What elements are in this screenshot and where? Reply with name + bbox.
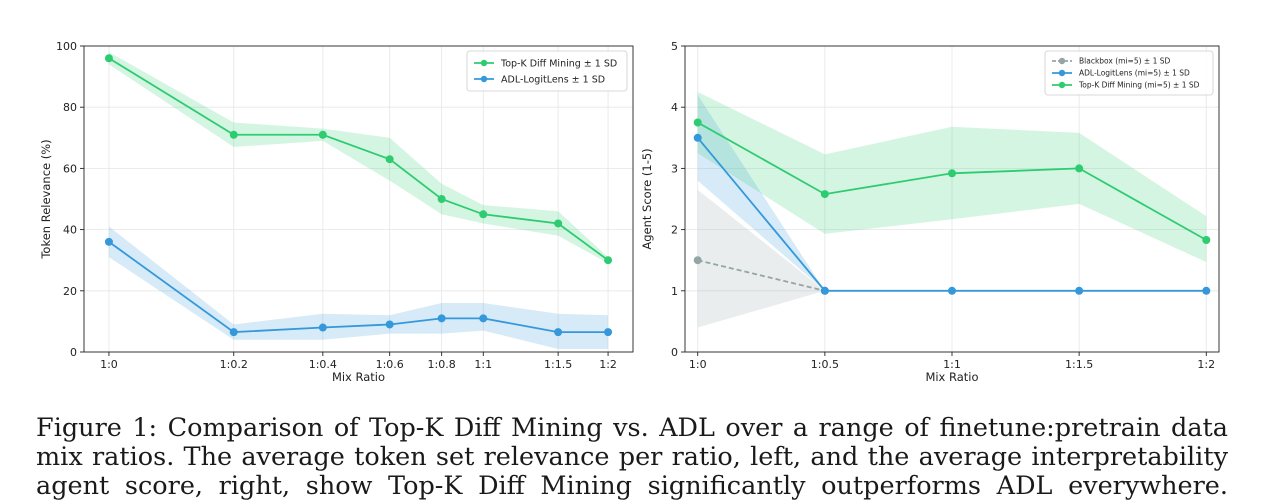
adl-logitlens-1-sd-legend-label: ADL-LogitLens ± 1 SD [501, 74, 605, 85]
adl-logitlens-1-sd-sd-band [108, 226, 609, 349]
x-tick-label: 1:0 [100, 358, 118, 371]
top-k-diff-mining-1-sd-point [229, 130, 238, 139]
x-tick-label: 1:0 [689, 358, 707, 371]
x-tick-label: 1:0.8 [428, 358, 456, 371]
x-tick-label: 1:1 [474, 358, 492, 371]
top-k-diff-mining-1-sd-point [604, 256, 613, 265]
adl-logitlens-1-sd-legend-marker [480, 75, 488, 83]
top-k-diff-mining-1-sd-point [437, 195, 446, 203]
y-tick-label: 5 [671, 40, 678, 53]
blackbox-mi-5-1-sd-legend-marker [1058, 57, 1066, 65]
y-tick-label: 0 [70, 346, 77, 359]
adl-logitlens-1-sd-point [479, 314, 488, 323]
x-tick-label: 1:2 [1197, 358, 1215, 371]
adl-logitlens-mi-5-1-sd-legend-marker [1058, 69, 1066, 77]
adl-logitlens-mi-5-1-sd-point [693, 133, 702, 142]
top-k-diff-mining-mi-5-1-sd-point [1202, 236, 1211, 245]
legend: Blackbox (mi=5) ± 1 SD ADL-LogitLens (mi=… [1044, 50, 1214, 96]
y-axis-label: Token Relevance (%) [39, 139, 53, 259]
y-tick-label: 3 [671, 162, 678, 175]
adl-logitlens-1-sd-point [437, 314, 446, 323]
agent-score-chart: 1:0 1:0.5 1:1 1:1.5 1:2 0 1 2 3 4 5 Mix Ratio Agent … [640, 40, 1220, 384]
y-tick-label: 20 [63, 285, 77, 298]
y-tick-label: 40 [63, 224, 77, 237]
top-k-diff-mining-mi-5-1-sd-point [948, 169, 956, 178]
top-k-diff-mining-1-sd-point [104, 54, 113, 63]
y-axis-label: Agent Score (1-5) [640, 148, 654, 249]
adl-logitlens-mi-5-1-sd-point [820, 286, 829, 295]
x-tick-label: 1:1 [943, 358, 961, 371]
adl-logitlens-mi-5-1-sd-point [1202, 286, 1211, 295]
x-tick-label: 1:0.6 [376, 358, 404, 371]
top-k-diff-mining-mi-5-1-sd-legend-label: Top-K Diff Mining (mi=5) ± 1 SD [1078, 81, 1200, 90]
y-tick-label: 80 [63, 101, 77, 114]
blackbox-mi-5-1-sd-sd-band [697, 189, 825, 328]
adl-logitlens-1-sd-line [108, 241, 609, 334]
blackbox-mi-5-1-sd-legend-label: Blackbox (mi=5) ± 1 SD [1079, 57, 1170, 66]
adl-logitlens-mi-5-1-sd-point [948, 286, 956, 295]
adl-logitlens-1-sd-point [554, 328, 563, 337]
y-tick-label: 0 [671, 346, 678, 359]
y-tick-label: 4 [671, 101, 678, 114]
top-k-diff-mining-1-sd-point [479, 210, 488, 219]
x-axis-label: Mix Ratio [332, 370, 385, 384]
legend: Top-K Diff Mining ± 1 SD ADL-LogitLens ± … [466, 50, 628, 92]
top-k-diff-mining-mi-5-1-sd-point [693, 118, 702, 127]
blackbox-mi-5-1-sd-point [693, 256, 702, 265]
adl-logitlens-1-sd-point [318, 323, 327, 332]
token-relevance-chart: 1:0 1:0.2 1:0.4 1:0.6 1:0.8 1:1 1:1.5 1:2 0 20 40 6… [39, 40, 634, 384]
x-axis-label: Mix Ratio [925, 370, 978, 384]
figure-plots: 1:0 1:0.2 1:0.4 1:0.6 1:0.8 1:1 1:1.5 1:2020406… [39, 40, 1220, 384]
top-k-diff-mining-1-sd-legend-marker [480, 59, 488, 67]
y-tick-label: 100 [56, 40, 77, 53]
x-tick-label: 1:0.2 [220, 358, 248, 371]
top-k-diff-mining-1-sd-point [554, 219, 563, 228]
y-tick-label: 60 [63, 162, 77, 175]
top-k-diff-mining-1-sd-point [318, 130, 327, 139]
x-tick-label: 1:1.5 [544, 358, 572, 371]
blackbox-mi-5-1-sd-line [697, 259, 826, 292]
series-layer [693, 91, 1211, 328]
y-tick-label: 2 [671, 224, 678, 237]
top-k-diff-mining-1-sd-point [385, 155, 394, 164]
adl-logitlens-mi-5-1-sd-point [1075, 286, 1084, 295]
figure-caption: Figure 1: Comparison of Top-K Diff Minin… [36, 413, 1228, 501]
legend-box [466, 50, 628, 92]
x-tick-label: 1:2 [599, 358, 617, 371]
top-k-diff-mining-mi-5-1-sd-point [1075, 164, 1084, 173]
top-k-diff-mining-1-sd-line [108, 57, 609, 261]
plot-frame [83, 45, 634, 353]
x-tick-label: 1:0.5 [811, 358, 839, 371]
x-tick-label: 1:1.5 [1065, 358, 1093, 371]
adl-logitlens-1-sd-point [229, 328, 238, 337]
top-k-diff-mining-mi-5-1-sd-legend-marker [1058, 81, 1066, 89]
y-tick-label: 1 [671, 285, 678, 298]
legend-box [1044, 50, 1214, 96]
adl-logitlens-1-sd-point [104, 237, 113, 246]
adl-logitlens-mi-5-1-sd-legend-label: ADL-LogitLens (mi=5) ± 1 SD [1079, 69, 1190, 78]
top-k-diff-mining-mi-5-1-sd-point [820, 190, 829, 199]
adl-logitlens-1-sd-point [604, 328, 613, 337]
top-k-diff-mining-1-sd-legend-label: Top-K Diff Mining ± 1 SD [500, 58, 617, 69]
x-tick-label: 1:0.4 [309, 358, 337, 371]
adl-logitlens-1-sd-point [385, 320, 394, 329]
series-layer [104, 52, 613, 349]
